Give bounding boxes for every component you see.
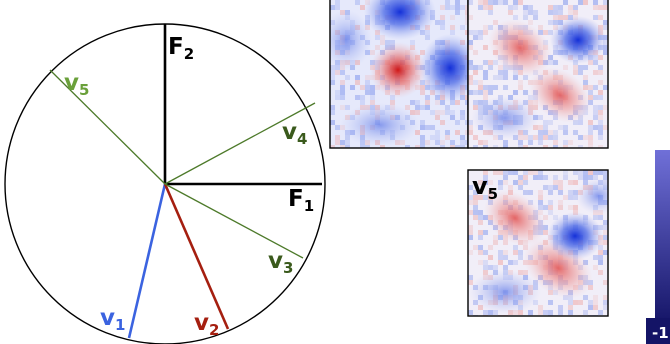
heatmap-panel-right (468, 0, 608, 148)
panel-v5-label: v5 (472, 172, 498, 203)
colorbar-bottom-block (646, 318, 670, 344)
vector-v3-label: v3 (268, 248, 293, 277)
vector-v5-label: v5 (64, 70, 89, 99)
colorbar-min-label: -1 (652, 324, 669, 342)
vector-v2-line (163, 183, 230, 330)
vector-v4-line (164, 102, 316, 185)
vector-diagram: F2 F1 v5 v4 v3 v1 v2 (4, 23, 326, 344)
heatmap-panel-right-frame (467, 0, 609, 149)
vector-v5-line (49, 69, 166, 185)
vector-v1-line (127, 183, 167, 339)
heatmap-panel-left (330, 0, 468, 148)
vector-v2-label: v2 (194, 310, 219, 339)
colorbar-gradient (655, 150, 670, 326)
vector-v3-line (164, 183, 304, 259)
vector-v1-label: v1 (100, 305, 125, 334)
axis-f1-label: F1 (288, 186, 314, 215)
axis-f2-label: F2 (168, 34, 194, 63)
colorbar: -1 (646, 150, 670, 344)
heatmap-panel-v5-frame (467, 169, 609, 317)
vector-v4-label: v4 (282, 119, 307, 148)
heatmap-panel-v5 (468, 170, 608, 316)
